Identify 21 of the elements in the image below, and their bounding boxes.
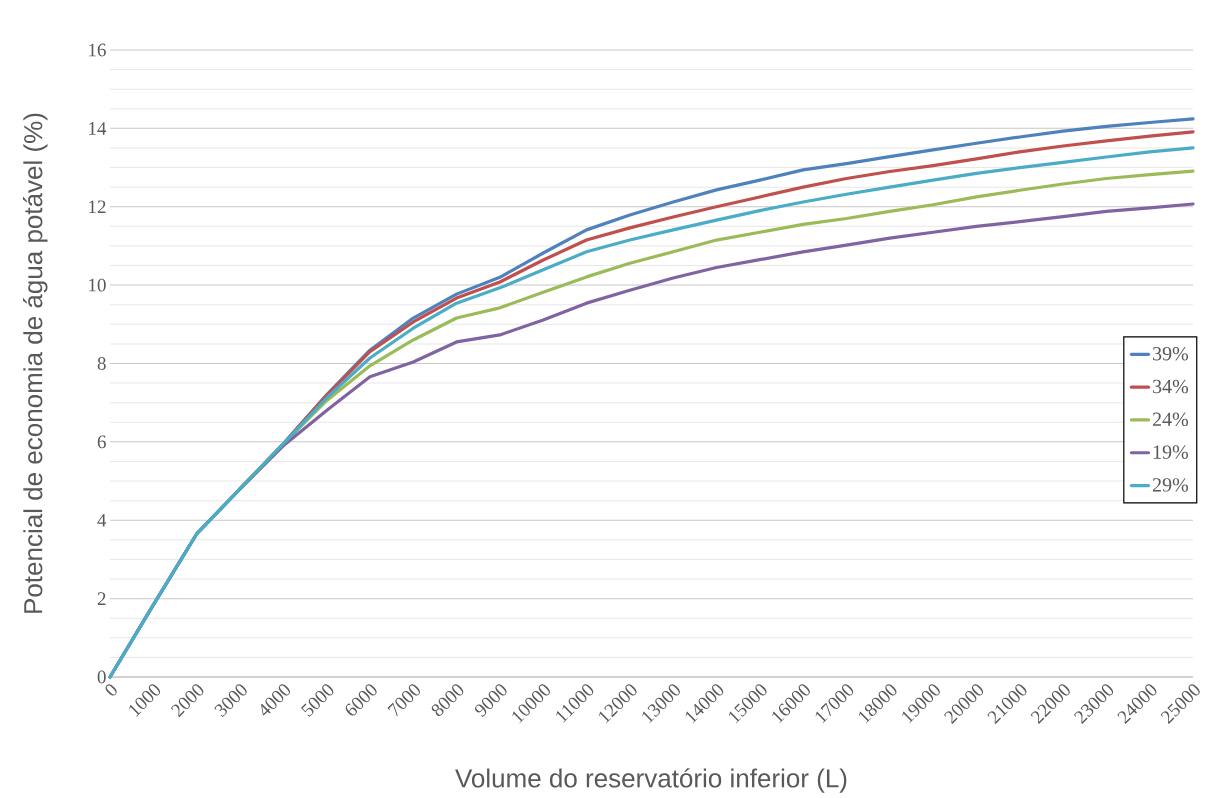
x-axis-title: Volume do reservatório inferior (L) <box>455 768 847 793</box>
y-axis-title: Potencial de economia de água potável (%) <box>23 113 48 613</box>
x-tick-label: 7000 <box>387 684 421 717</box>
y-tick-label: 2 <box>97 592 106 605</box>
x-tick-label: 6000 <box>345 684 377 716</box>
y-tick-label: 16 <box>89 43 106 57</box>
legend-label: 24% <box>1152 412 1189 427</box>
x-tick-label: 4000 <box>261 684 291 716</box>
y-tick-label: 4 <box>97 514 107 527</box>
legend-label: 39% <box>1153 346 1189 361</box>
x-tick-label: 8000 <box>431 684 464 717</box>
x-tick-label: 0 <box>105 684 117 696</box>
y-tick-label: 12 <box>89 200 106 214</box>
legend-label: 34% <box>1153 379 1189 394</box>
y-tick-label: 0 <box>97 670 106 684</box>
y-tick-label: 8 <box>97 357 106 370</box>
legend-label: 19% <box>1153 445 1189 459</box>
y-tick-label: 14 <box>89 122 107 135</box>
y-tick-label: 10 <box>89 278 106 292</box>
legend-label: 29% <box>1152 478 1189 492</box>
y-tick-label: 6 <box>97 435 106 449</box>
